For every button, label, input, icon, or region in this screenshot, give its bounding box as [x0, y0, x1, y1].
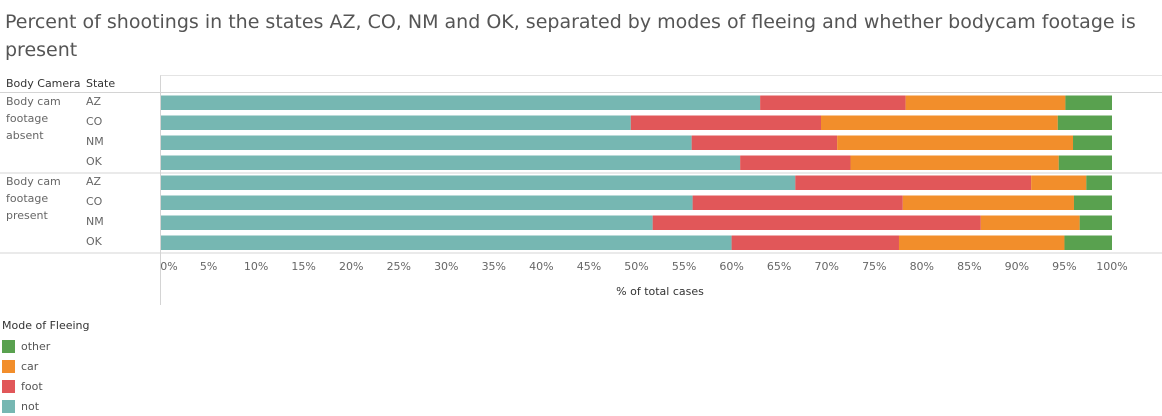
tick-label: 80% [910, 260, 934, 273]
legend-item-other: other [2, 336, 90, 356]
legend-swatch [2, 359, 15, 373]
bars [161, 95, 1112, 250]
bar-segment-foot [630, 115, 821, 130]
tick-label: 45% [577, 260, 601, 273]
bar-segment-car [837, 135, 1074, 150]
bar-segment-other [1057, 115, 1112, 130]
state-label: CO [86, 195, 103, 208]
legend-swatch [2, 379, 15, 393]
state-label: CO [86, 115, 103, 128]
bar-segment-car [850, 155, 1059, 170]
bar-segment-other [1064, 235, 1112, 250]
bar-segment-other [1079, 215, 1112, 230]
tick-label: 20% [339, 260, 363, 273]
bar-segment-not [161, 135, 692, 150]
bar-segment-other [1065, 95, 1112, 110]
state-label: OK [86, 235, 103, 248]
stacked-bar-chart: Body Camera State Body cam footage absent A… [0, 75, 1162, 305]
x-axis-ticks: 0% 5% 10% 15% 20% 25% 30% 35% 40% 45% 50% 55% 60% 65%… [160, 260, 1127, 273]
bar-segment-not [161, 215, 653, 230]
legend-item-not: not [2, 396, 90, 416]
bar-segment-not [161, 235, 732, 250]
state-label: OK [86, 155, 103, 168]
legend: Mode of Fleeing other car foot not [2, 319, 90, 416]
bar-segment-car [902, 195, 1074, 210]
legend-label: not [21, 399, 40, 413]
bar-segment-foot [795, 175, 1032, 190]
chart-title: Percent of shootings in the states AZ, C… [5, 11, 1136, 61]
tick-label: 5% [200, 260, 217, 273]
legend-label: other [21, 339, 51, 353]
bar-segment-not [161, 195, 693, 210]
bar-segment-car [898, 235, 1065, 250]
bar-segment-foot [731, 235, 899, 250]
bar-segment-car [980, 215, 1080, 230]
tick-label: 60% [719, 260, 743, 273]
legend-label: car [21, 359, 39, 373]
bar-segment-foot [692, 195, 903, 210]
header-body-camera: Body Camera [6, 77, 80, 90]
bar-segment-not [161, 95, 761, 110]
bar-segment-other [1086, 175, 1112, 190]
legend-item-car: car [2, 356, 90, 376]
row-labels: Body cam footage absent AZ CO NM OK Body cam foo… [6, 95, 104, 248]
group-label: Body cam footage absent [6, 95, 61, 142]
legend-swatch [2, 399, 15, 413]
bar-segment-not [161, 115, 631, 130]
bar-segment-foot [760, 95, 906, 110]
tick-label: 100% [1096, 260, 1127, 273]
state-label: AZ [86, 95, 102, 108]
legend-swatch [2, 339, 15, 353]
legend-title: Mode of Fleeing [2, 319, 90, 332]
group-label: Body cam footage present [6, 175, 61, 222]
tick-label: 70% [814, 260, 838, 273]
tick-label: 85% [957, 260, 981, 273]
bar-segment-foot [652, 215, 981, 230]
state-label: AZ [86, 175, 102, 188]
tick-label: 50% [624, 260, 648, 273]
row-dividers [0, 75, 1162, 305]
x-axis-title: % of total cases [616, 285, 704, 298]
bar-segment-not [161, 155, 741, 170]
tick-label: 15% [291, 260, 315, 273]
tick-label: 95% [1052, 260, 1076, 273]
bar-segment-car [905, 95, 1066, 110]
bar-segment-not [161, 175, 796, 190]
bar-segment-foot [740, 155, 851, 170]
header-state: State [86, 77, 115, 90]
tick-label: 55% [672, 260, 696, 273]
bar-segment-other [1073, 135, 1112, 150]
tick-label: 30% [434, 260, 458, 273]
tick-label: 75% [862, 260, 886, 273]
tick-label: 90% [1005, 260, 1029, 273]
bar-segment-other [1058, 155, 1112, 170]
state-label: NM [86, 135, 104, 148]
legend-item-foot: foot [2, 376, 90, 396]
bar-segment-foot [691, 135, 838, 150]
tick-label: 65% [767, 260, 791, 273]
bar-segment-car [820, 115, 1058, 130]
bar-segment-car [1031, 175, 1087, 190]
tick-label: 10% [244, 260, 268, 273]
tick-label: 35% [482, 260, 506, 273]
tick-label: 40% [529, 260, 553, 273]
legend-label: foot [21, 379, 43, 393]
state-label: NM [86, 215, 104, 228]
tick-label: 25% [387, 260, 411, 273]
bar-segment-other [1073, 195, 1112, 210]
tick-label: 0% [160, 260, 177, 273]
